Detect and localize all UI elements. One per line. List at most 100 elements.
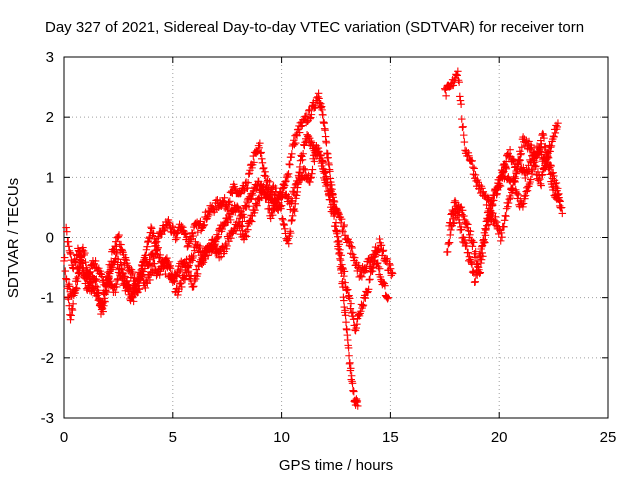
data-point <box>337 215 346 223</box>
data-point <box>455 78 463 86</box>
data-point <box>64 237 72 246</box>
data-point <box>521 191 530 200</box>
data-point <box>513 189 521 198</box>
data-point <box>449 209 458 218</box>
data-point <box>519 199 528 208</box>
data-point <box>199 258 208 267</box>
data-point <box>471 277 480 286</box>
data-point <box>454 67 462 76</box>
data-point <box>468 157 476 165</box>
data-point <box>234 218 243 226</box>
data-point <box>498 233 506 241</box>
data-point <box>505 175 513 184</box>
data-point <box>298 156 307 164</box>
data-point <box>229 228 237 236</box>
data-point <box>268 211 277 219</box>
data-point <box>284 170 293 178</box>
data-point <box>521 174 530 182</box>
data-point <box>379 246 388 255</box>
data-point <box>352 324 360 332</box>
data-point <box>218 225 226 233</box>
data-point <box>325 189 333 198</box>
data-point <box>326 196 334 204</box>
data-point <box>208 236 216 244</box>
data-point <box>130 274 139 282</box>
data-point <box>112 237 120 246</box>
data-point <box>177 283 186 291</box>
data-point <box>112 283 121 291</box>
data-point <box>480 235 488 244</box>
data-point <box>463 224 471 232</box>
data-point <box>121 272 129 281</box>
data-point <box>375 235 384 243</box>
data-point <box>510 177 519 185</box>
data-point <box>464 220 472 229</box>
data-point <box>357 307 365 315</box>
data-point <box>500 223 508 231</box>
data-point <box>189 283 197 291</box>
data-point <box>532 162 540 170</box>
data-point <box>500 216 509 225</box>
data-point <box>506 145 514 154</box>
data-point <box>346 359 354 367</box>
data-point <box>554 119 562 127</box>
data-point <box>340 272 348 280</box>
data-point <box>277 193 285 202</box>
y-tick-label: 2 <box>46 109 54 126</box>
y-tick-label: -3 <box>41 410 54 427</box>
data-point <box>306 174 315 182</box>
data-point <box>151 239 159 248</box>
data-point <box>338 226 347 234</box>
data-point <box>69 264 78 273</box>
data-point <box>546 170 555 179</box>
data-point <box>314 144 323 152</box>
data-point <box>252 185 260 193</box>
data-point <box>337 251 345 260</box>
data-point <box>112 280 120 288</box>
data-point <box>79 243 87 252</box>
data-point <box>106 267 114 276</box>
data-point <box>280 180 288 188</box>
data-point <box>113 276 122 284</box>
data-point <box>166 262 174 270</box>
data-point <box>280 221 288 229</box>
data-point <box>456 96 465 105</box>
x-tick-label: 5 <box>169 429 177 446</box>
data-point <box>335 210 343 219</box>
data-point <box>258 155 266 163</box>
data-point <box>536 175 544 183</box>
data-point <box>286 229 295 237</box>
data-point <box>261 172 270 181</box>
data-point <box>255 144 263 152</box>
data-point <box>244 225 252 234</box>
data-point <box>296 163 304 171</box>
data-point <box>61 267 70 275</box>
data-point <box>356 272 365 280</box>
data-point <box>556 197 564 206</box>
data-point <box>306 114 314 123</box>
data-point <box>155 271 164 279</box>
data-point <box>246 195 255 204</box>
data-point <box>288 216 296 224</box>
data-point <box>107 257 115 265</box>
data-point <box>555 190 563 198</box>
data-point <box>165 258 173 266</box>
data-point <box>322 139 331 147</box>
data-point <box>272 197 280 206</box>
data-point <box>193 270 202 278</box>
data-point <box>368 267 377 275</box>
data-point <box>349 315 358 324</box>
data-point <box>553 184 562 193</box>
data-point <box>173 234 181 242</box>
data-point <box>321 126 329 134</box>
data-point <box>263 193 272 201</box>
data-point <box>225 200 233 209</box>
axis-ticks <box>63 56 609 419</box>
data-point <box>188 229 196 237</box>
data-point <box>69 300 77 308</box>
data-point <box>98 298 107 306</box>
data-point <box>506 194 515 202</box>
data-point <box>358 273 366 281</box>
data-point <box>66 250 75 258</box>
data-point <box>348 379 357 388</box>
